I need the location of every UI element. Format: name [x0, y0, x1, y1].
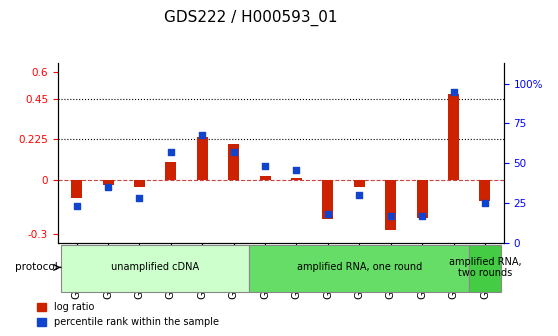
Point	[166, 150, 175, 155]
Point	[417, 213, 426, 218]
Point	[261, 164, 270, 169]
Bar	[103, 180, 113, 185]
Point	[229, 150, 238, 155]
Point	[449, 89, 458, 94]
Point	[355, 192, 364, 198]
Point	[386, 213, 395, 218]
FancyBboxPatch shape	[469, 245, 501, 292]
Bar	[71, 180, 82, 198]
Bar	[448, 93, 459, 180]
Bar	[228, 144, 239, 180]
FancyBboxPatch shape	[249, 245, 469, 292]
Bar	[323, 180, 333, 219]
Point	[104, 184, 113, 190]
Text: unamplified cDNA: unamplified cDNA	[111, 262, 199, 272]
Point	[480, 200, 489, 206]
Text: protocol: protocol	[15, 262, 57, 272]
Point	[72, 204, 81, 209]
Point	[135, 196, 144, 201]
Bar	[291, 178, 302, 180]
Legend: log ratio, percentile rank within the sample: log ratio, percentile rank within the sa…	[33, 298, 223, 331]
Bar	[417, 180, 427, 218]
Bar	[259, 176, 271, 180]
Bar	[197, 137, 208, 180]
Point	[324, 211, 333, 217]
Bar	[479, 180, 490, 201]
Bar	[385, 180, 396, 230]
Bar	[165, 162, 176, 180]
Text: amplified RNA,
two rounds: amplified RNA, two rounds	[449, 257, 521, 278]
Bar	[354, 180, 365, 187]
Point	[292, 167, 301, 172]
FancyBboxPatch shape	[61, 245, 249, 292]
Bar	[134, 180, 145, 187]
Point	[198, 132, 206, 137]
Text: amplified RNA, one round: amplified RNA, one round	[297, 262, 422, 272]
Text: GDS222 / H000593_01: GDS222 / H000593_01	[165, 10, 338, 26]
